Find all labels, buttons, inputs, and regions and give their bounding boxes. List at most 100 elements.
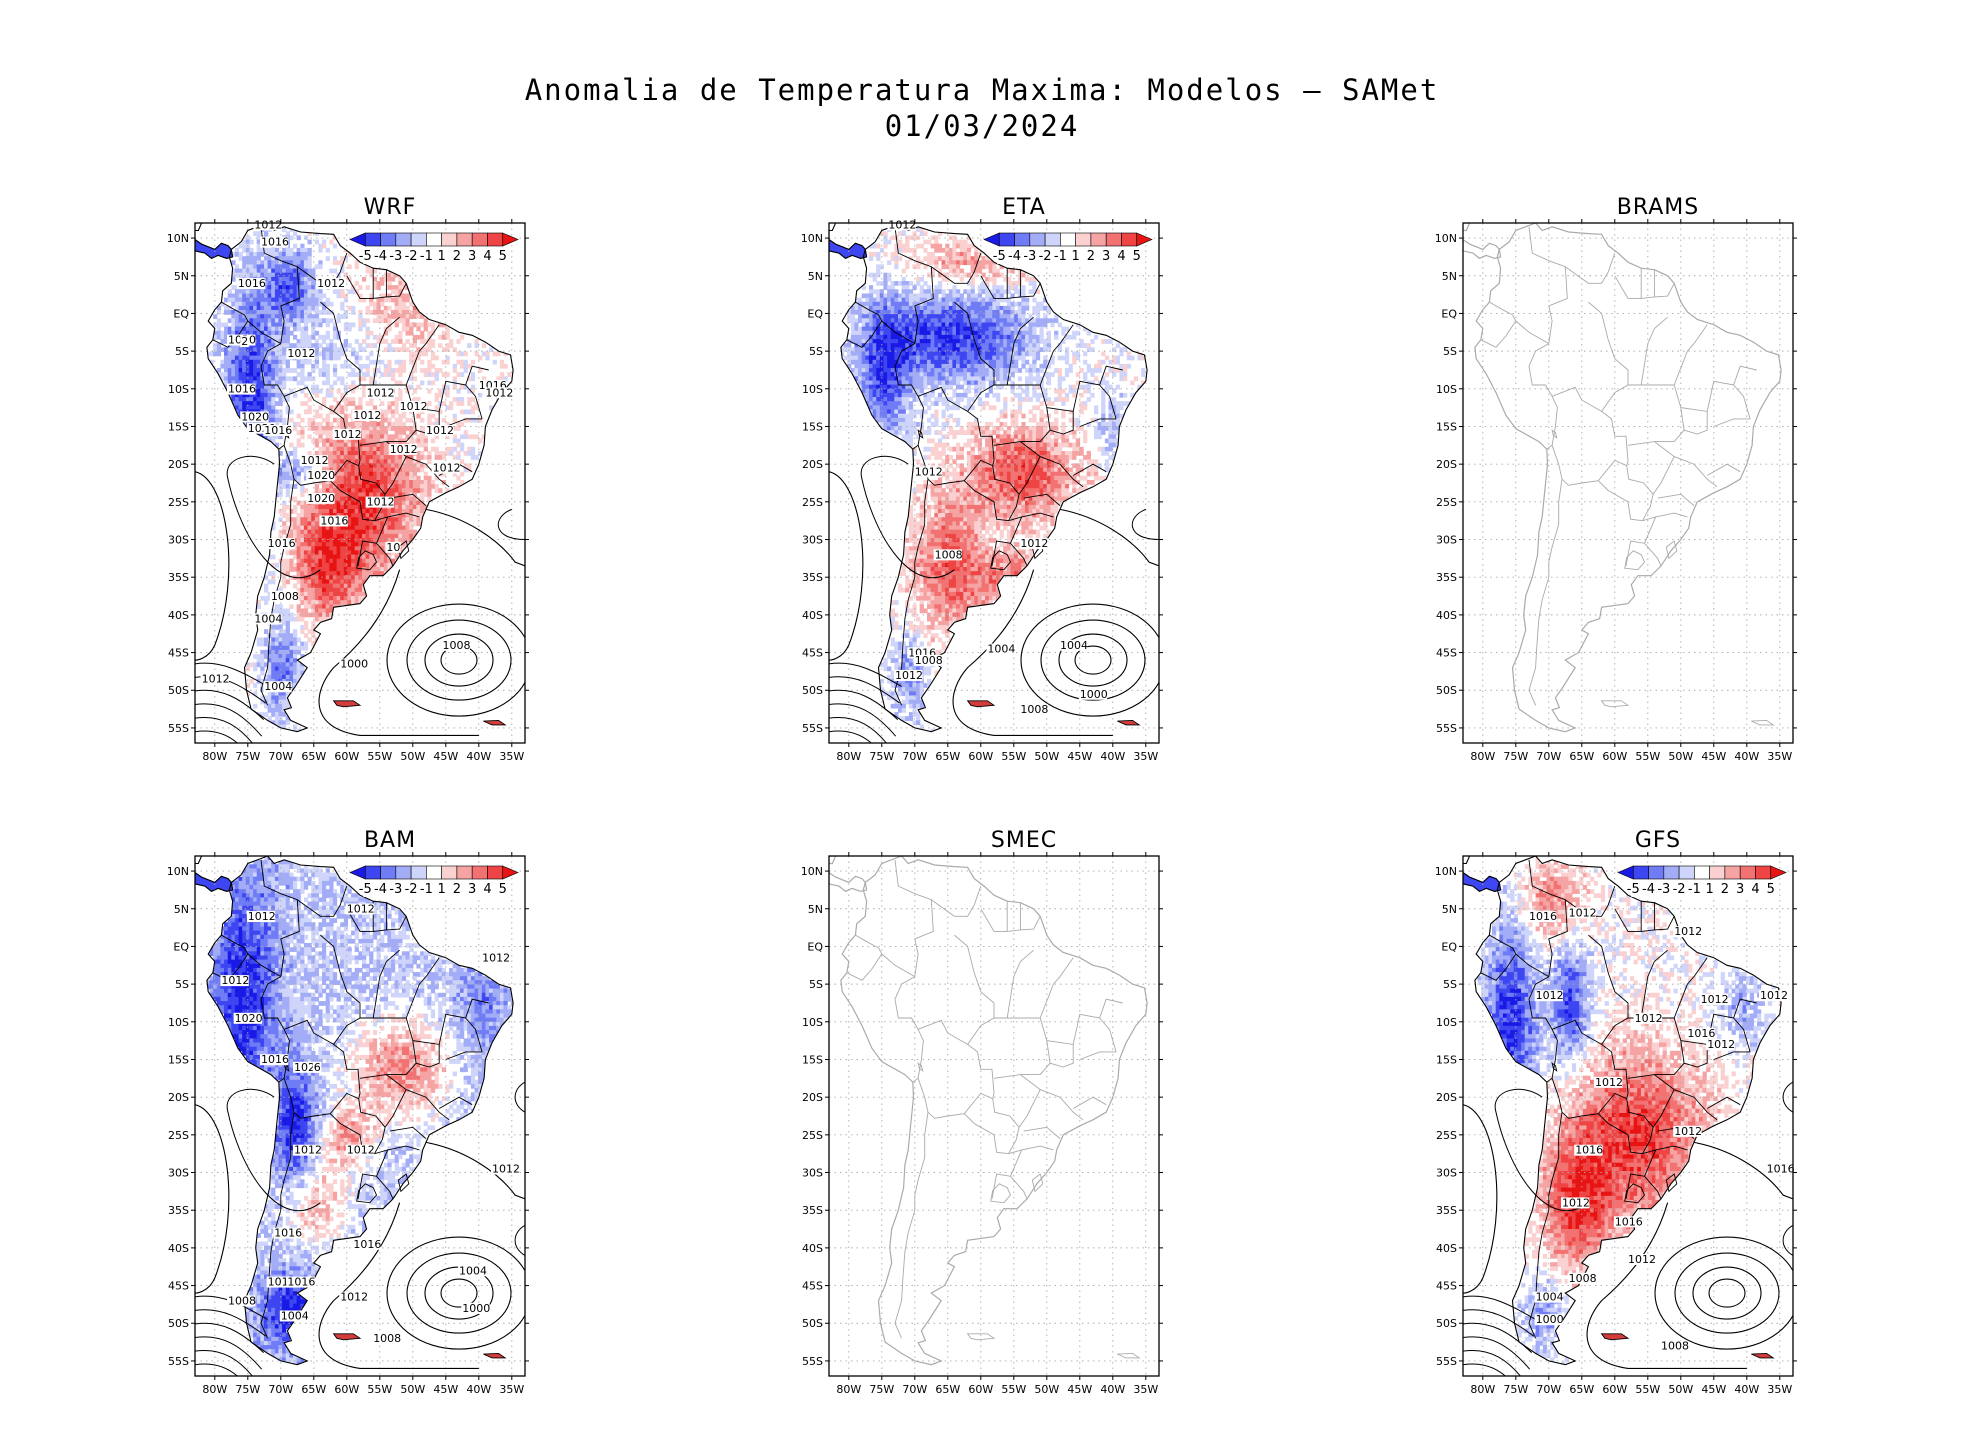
lake-outline <box>1551 429 1558 439</box>
lat-tick-label: 10S <box>802 1016 823 1029</box>
isobar-contour <box>1058 633 1128 687</box>
lat-tick-label: 10N <box>801 865 823 878</box>
lat-tick-label: EQ <box>173 940 189 953</box>
coastline-central-america <box>829 871 868 893</box>
lon-tick-label: 65W <box>1569 1383 1594 1396</box>
colorbar-swatch <box>364 865 381 880</box>
lat-tick-label: 30S <box>168 1167 189 1180</box>
country-border <box>1673 324 1708 386</box>
country-border <box>1614 275 1675 299</box>
map-canvas: 1012101610161012102021012101610201020101… <box>167 218 529 763</box>
lat-tick-label: 30S <box>802 1167 823 1180</box>
isobar-label: 1004 <box>254 612 282 625</box>
lon-tick-label: 35W <box>1767 1383 1792 1396</box>
country-border <box>1023 1126 1061 1139</box>
colorbar-swatch <box>1755 865 1772 880</box>
map-panel-bam: BAM 1012 1012 1012 1012 1020 1016 1020 6 1012 101… <box>155 828 625 1396</box>
lat-tick-label: 55S <box>168 722 189 735</box>
colorbar-swatch <box>1709 865 1726 880</box>
lon-tick-label: 50W <box>400 750 425 763</box>
lat-tick-label: 10S <box>168 383 189 396</box>
country-border <box>1528 1112 1563 1339</box>
isobar-label: 1008 <box>271 590 299 603</box>
colorbar-swatch <box>1136 232 1153 247</box>
lat-tick-label: 20S <box>1436 458 1457 471</box>
country-border <box>1673 957 1708 1019</box>
falkland-islands <box>966 700 996 708</box>
country-border <box>1528 226 1568 344</box>
coastline <box>206 856 514 1366</box>
lon-tick-label: 55W <box>1001 750 1026 763</box>
country-border <box>297 885 348 917</box>
lon-tick-label: 50W <box>1668 750 1693 763</box>
isobar-contour <box>1463 1336 1531 1370</box>
country-border <box>260 1112 295 1339</box>
colorbar-label: -5 <box>993 249 1006 264</box>
colorbar-label: -5 <box>1627 882 1640 897</box>
lake-outline <box>917 429 924 439</box>
lon-tick-label: 45W <box>1067 1383 1092 1396</box>
country-border <box>1655 1145 1688 1151</box>
isobar-label: 1016 <box>1687 1027 1715 1040</box>
isobar-label: 1000 <box>462 1302 490 1315</box>
lon-tick-label: 80W <box>202 750 227 763</box>
colorbar-swatch <box>441 232 458 247</box>
isobar-contour <box>195 1336 263 1370</box>
lat-tick-label: EQ <box>807 940 823 953</box>
colorbar-label: 4 <box>483 882 491 897</box>
isobar-label: 1016 <box>238 277 266 290</box>
colorbar: -5 -4 -3 -2 -1 1 2 3 4 5 <box>1617 865 1787 897</box>
isobar-contour <box>514 1081 525 1113</box>
isobar-label: 1020 <box>241 410 269 423</box>
isobar-label: 1004 <box>264 680 292 693</box>
isobar-label: 1020 <box>235 1012 263 1025</box>
lat-tick-label: 50S <box>1436 684 1457 697</box>
country-border <box>1655 512 1688 518</box>
country-border <box>1713 1051 1751 1060</box>
lat-tick-label: 40S <box>1436 609 1457 622</box>
lat-tick-label: 20S <box>168 458 189 471</box>
colorbar-swatch <box>1014 232 1031 247</box>
lake-outline <box>1031 1173 1044 1193</box>
colorbar-label: -1 <box>1054 249 1067 264</box>
lat-tick-label: 45S <box>1436 1280 1457 1293</box>
isobar-contour <box>1674 1252 1780 1334</box>
lat-tick-label: 35S <box>802 571 823 584</box>
lon-tick-label: 60W <box>334 750 359 763</box>
lat-tick-label: 25S <box>802 1129 823 1142</box>
colorbar: -5 -4 -3 -2 -1 1 2 3 4 5 <box>349 865 519 897</box>
country-border <box>1551 1019 1629 1099</box>
isobar-label: 1012 <box>221 974 249 987</box>
isobar-label: 1016 <box>353 1238 381 1251</box>
coastline <box>840 223 1148 733</box>
lon-tick-label: 55W <box>1635 750 1660 763</box>
lon-tick-label: 75W <box>1503 750 1528 763</box>
anomaly-field <box>206 223 512 732</box>
colorbar-swatch <box>1044 232 1061 247</box>
lat-tick-label: 20S <box>1436 1091 1457 1104</box>
colorbar-swatch <box>380 232 397 247</box>
country-border <box>320 301 361 385</box>
country-border <box>283 1019 361 1099</box>
falkland-islands <box>1600 1333 1630 1341</box>
colorbar-label: 3 <box>468 249 476 264</box>
isobar-contour <box>195 1309 266 1337</box>
lat-tick-label: 10N <box>167 232 189 245</box>
lon-tick-label: 60W <box>968 1383 993 1396</box>
lat-tick-label: 55S <box>1436 722 1457 735</box>
isobar-label: 1012 <box>1674 1125 1702 1138</box>
lat-tick-label: 30S <box>1436 534 1457 547</box>
lon-tick-label: 80W <box>836 1383 861 1396</box>
colorbar-label: -2 <box>1673 882 1686 897</box>
country-border <box>1099 1017 1117 1053</box>
isobar-label: 1012 <box>482 952 510 965</box>
country-border <box>387 512 420 518</box>
isobar-label: 1000 <box>340 658 368 671</box>
lat-tick-label: 15S <box>802 1053 823 1066</box>
isobar-label: 10 <box>386 541 400 554</box>
lon-tick-label: 45W <box>1067 750 1092 763</box>
map-gridlines <box>1463 856 1793 1376</box>
colorbar-label: 1 <box>1705 882 1713 897</box>
country-border <box>329 1098 386 1155</box>
isobar-contour <box>195 689 264 721</box>
